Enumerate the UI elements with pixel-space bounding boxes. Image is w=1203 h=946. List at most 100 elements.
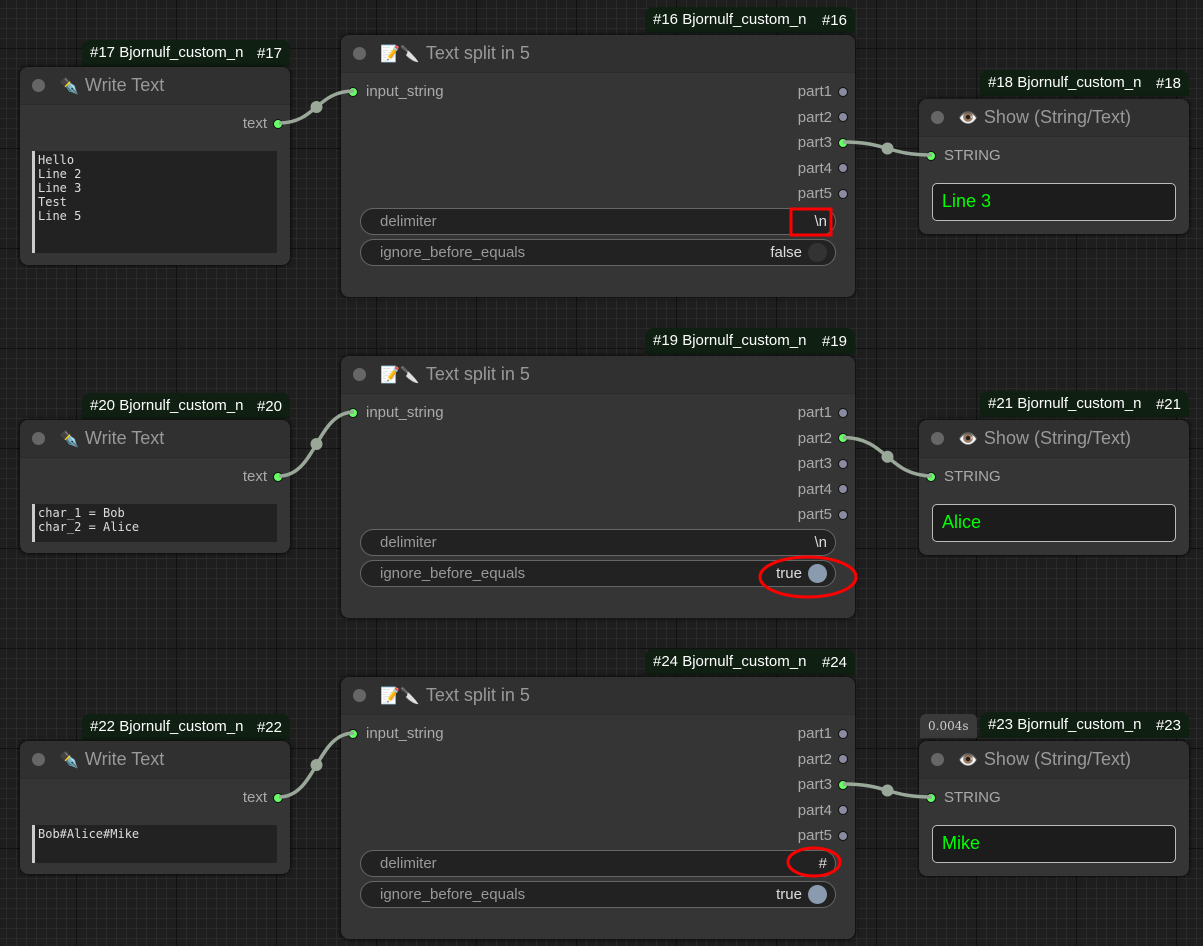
badge-label: #16 Bjornulf_custom_n — [653, 11, 807, 28]
slot-dot[interactable] — [273, 792, 283, 803]
text-area[interactable]: char_1 = Bob char_2 = Alice — [32, 504, 277, 542]
slot-dot[interactable] — [348, 86, 358, 97]
input-slot-input-string[interactable]: input_string — [348, 83, 444, 100]
link-midpoint[interactable] — [310, 759, 323, 771]
text-split-node[interactable]: 📝🔪 Text split in 5 input_string part1 part2 p… — [341, 35, 855, 297]
output-slot-part1[interactable]: part1 — [798, 725, 848, 742]
output-slot-part4[interactable]: part4 — [798, 481, 848, 498]
badge-id: #17 — [256, 45, 282, 62]
slot-dot[interactable] — [838, 458, 848, 469]
node-title-bar[interactable]: 📝🔪 Text split in 5 — [341, 35, 855, 73]
slot-dot[interactable] — [838, 188, 848, 199]
slot-dot[interactable] — [838, 137, 848, 148]
node-title-bar[interactable]: ✒️ Write Text — [20, 741, 290, 779]
input-slot-string[interactable]: STRING — [926, 789, 1001, 806]
slot-dot[interactable] — [348, 407, 358, 418]
collapse-dot[interactable] — [353, 689, 366, 702]
toggle-knob[interactable] — [808, 243, 827, 262]
widget-value: true — [776, 885, 827, 904]
slot-dot[interactable] — [838, 484, 848, 494]
slot-dot[interactable] — [926, 150, 936, 161]
node-title-bar[interactable]: 👁️ Show (String/Text) — [919, 741, 1189, 779]
collapse-dot[interactable] — [931, 111, 944, 124]
write-text-node[interactable]: ✒️ Write Text text char_1 = Bob char_2 = Al… — [20, 420, 290, 553]
node-title-bar[interactable]: 📝🔪 Text split in 5 — [341, 356, 855, 394]
slot-dot[interactable] — [273, 118, 283, 129]
slot-dot[interactable] — [838, 728, 848, 739]
slot-dot[interactable] — [838, 754, 848, 764]
collapse-dot[interactable] — [32, 79, 45, 92]
slot-dot[interactable] — [838, 112, 848, 122]
output-slot-text[interactable]: text — [243, 468, 283, 485]
input-slot-string[interactable]: STRING — [926, 468, 1001, 485]
node-title-bar[interactable]: ✒️ Write Text — [20, 67, 290, 105]
link-midpoint[interactable] — [310, 101, 323, 113]
input-slot-string[interactable]: STRING — [926, 147, 1001, 164]
output-slot-part5[interactable]: part5 — [798, 827, 848, 844]
slot-dot[interactable] — [838, 830, 848, 841]
toggle-value: true — [776, 886, 802, 903]
slot-dot[interactable] — [838, 86, 848, 97]
slot-dot[interactable] — [838, 805, 848, 815]
slot-dot[interactable] — [838, 407, 848, 418]
output-slot-part3[interactable]: part3 — [798, 455, 848, 472]
slot-dot[interactable] — [838, 509, 848, 520]
output-slot-part2[interactable]: part2 — [798, 430, 848, 447]
node-title: Show (String/Text) — [983, 428, 1131, 448]
output-slot-part4[interactable]: part4 — [798, 802, 848, 819]
collapse-dot[interactable] — [931, 432, 944, 445]
badge-id: #22 — [256, 719, 282, 736]
write-text-node[interactable]: ✒️ Write Text text Bob#Alice#Mike — [20, 741, 290, 874]
slot-dot[interactable] — [838, 779, 848, 790]
toggle-knob[interactable] — [808, 885, 827, 904]
output-slot-part2[interactable]: part2 — [798, 751, 848, 768]
ignore-before-equals-toggle[interactable]: ignore_before_equals false — [360, 239, 836, 266]
text-area[interactable]: Hello Line 2 Line 3 Test Line 5 — [32, 151, 277, 253]
delimiter-input[interactable]: delimiter \n — [360, 208, 836, 235]
collapse-dot[interactable] — [353, 368, 366, 381]
ignore-before-equals-toggle[interactable]: ignore_before_equals true — [360, 881, 836, 908]
slot-dot[interactable] — [926, 471, 936, 482]
write-text-node[interactable]: ✒️ Write Text text Hello Line 2 Line 3 Test… — [20, 67, 290, 265]
ignore-before-equals-toggle[interactable]: ignore_before_equals true — [360, 560, 836, 587]
collapse-dot[interactable] — [32, 432, 45, 445]
output-slot-part2[interactable]: part2 — [798, 109, 848, 126]
link-midpoint[interactable] — [310, 438, 323, 450]
output-slot-part1[interactable]: part1 — [798, 404, 848, 421]
slot-dot[interactable] — [838, 433, 848, 443]
slot-dot[interactable] — [348, 728, 358, 739]
collapse-dot[interactable] — [931, 753, 944, 766]
output-slot-text[interactable]: text — [243, 789, 283, 806]
text-split-node[interactable]: 📝🔪 Text split in 5 input_string part1 part2 p… — [341, 356, 855, 618]
toggle-knob[interactable] — [808, 564, 827, 583]
input-slot-input-string[interactable]: input_string — [348, 404, 444, 421]
slot-dot[interactable] — [273, 471, 283, 482]
text-split-node[interactable]: 📝🔪 Text split in 5 input_string part1 part2 p… — [341, 677, 855, 939]
collapse-dot[interactable] — [353, 47, 366, 60]
node-title-bar[interactable]: 👁️ Show (String/Text) — [919, 99, 1189, 137]
badge-id: #18 — [1155, 75, 1181, 92]
output-slot-part5[interactable]: part5 — [798, 185, 848, 202]
show-text-node[interactable]: 👁️ Show (String/Text) STRING Alice — [919, 420, 1189, 555]
output-slot-text[interactable]: text — [243, 115, 283, 132]
link-midpoint[interactable] — [881, 450, 894, 463]
output-slot-part3[interactable]: part3 — [798, 776, 848, 793]
node-title-bar[interactable]: 📝🔪 Text split in 5 — [341, 677, 855, 715]
delimiter-input[interactable]: delimiter \n — [360, 529, 836, 556]
delimiter-input[interactable]: delimiter # — [360, 850, 836, 877]
output-slot-part3[interactable]: part3 — [798, 134, 848, 151]
slot-dot[interactable] — [838, 163, 848, 173]
output-slot-part5[interactable]: part5 — [798, 506, 848, 523]
output-slot-part4[interactable]: part4 — [798, 160, 848, 177]
output-slot-part1[interactable]: part1 — [798, 83, 848, 100]
show-text-node[interactable]: 👁️ Show (String/Text) STRING Mike — [919, 741, 1189, 876]
node-title-bar[interactable]: 👁️ Show (String/Text) — [919, 420, 1189, 458]
link-midpoint[interactable] — [881, 784, 894, 797]
text-area[interactable]: Bob#Alice#Mike — [32, 825, 277, 863]
show-text-node[interactable]: 👁️ Show (String/Text) STRING Line 3 — [919, 99, 1189, 234]
slot-dot[interactable] — [926, 792, 936, 803]
node-title-bar[interactable]: ✒️ Write Text — [20, 420, 290, 458]
link-midpoint[interactable] — [881, 142, 894, 155]
collapse-dot[interactable] — [32, 753, 45, 766]
input-slot-input-string[interactable]: input_string — [348, 725, 444, 742]
